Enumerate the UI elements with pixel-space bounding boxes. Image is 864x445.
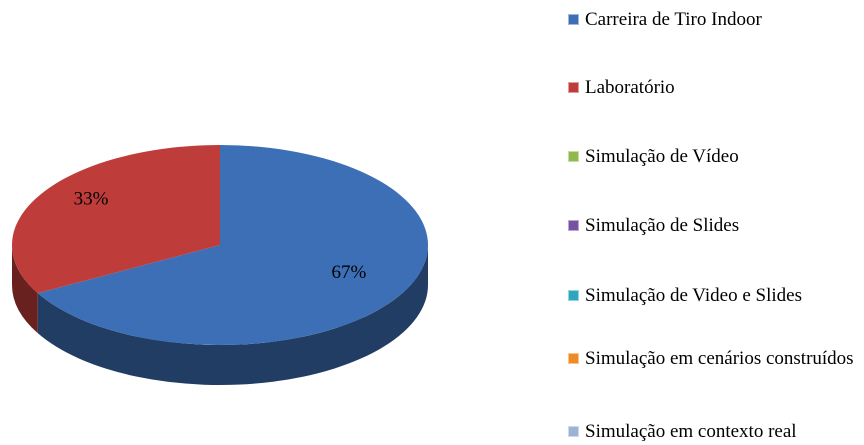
legend-swatch <box>568 151 579 162</box>
legend-swatch <box>568 426 579 437</box>
legend-item: Simulação de Vídeo <box>566 145 862 168</box>
legend-label: Simulação de Video e Slides <box>585 285 802 306</box>
legend-swatch <box>568 14 579 25</box>
legend-label: Laboratório <box>585 77 675 98</box>
slice-side <box>12 245 38 334</box>
slice-side <box>37 245 428 385</box>
legend-swatch <box>568 220 579 231</box>
legend-label: Simulação de Vídeo <box>585 146 739 167</box>
legend-item: Simulação em cenários construídos <box>566 347 862 370</box>
legend-item: Laboratório <box>566 76 862 99</box>
legend-item: Simulação de Video e Slides <box>566 284 862 307</box>
slice <box>37 145 429 345</box>
legend-label: Carreira de Tiro Indoor <box>585 9 762 30</box>
data-label: 67% <box>331 262 366 283</box>
legend-swatch <box>568 290 579 301</box>
legend-label: Simulação de Slides <box>585 215 740 236</box>
legend-item: Carreira de Tiro Indoor <box>566 8 862 31</box>
legend-label: Simulação em cenários construídos <box>585 348 854 369</box>
legend-item: Simulação em contexto real <box>566 420 862 443</box>
legend-swatch <box>568 353 579 364</box>
slice <box>12 145 220 294</box>
legend-swatch <box>568 82 579 93</box>
data-label: 33% <box>74 189 109 210</box>
legend-label: Simulação em contexto real <box>585 421 797 442</box>
legend-item: Simulação de Slides <box>566 214 862 237</box>
